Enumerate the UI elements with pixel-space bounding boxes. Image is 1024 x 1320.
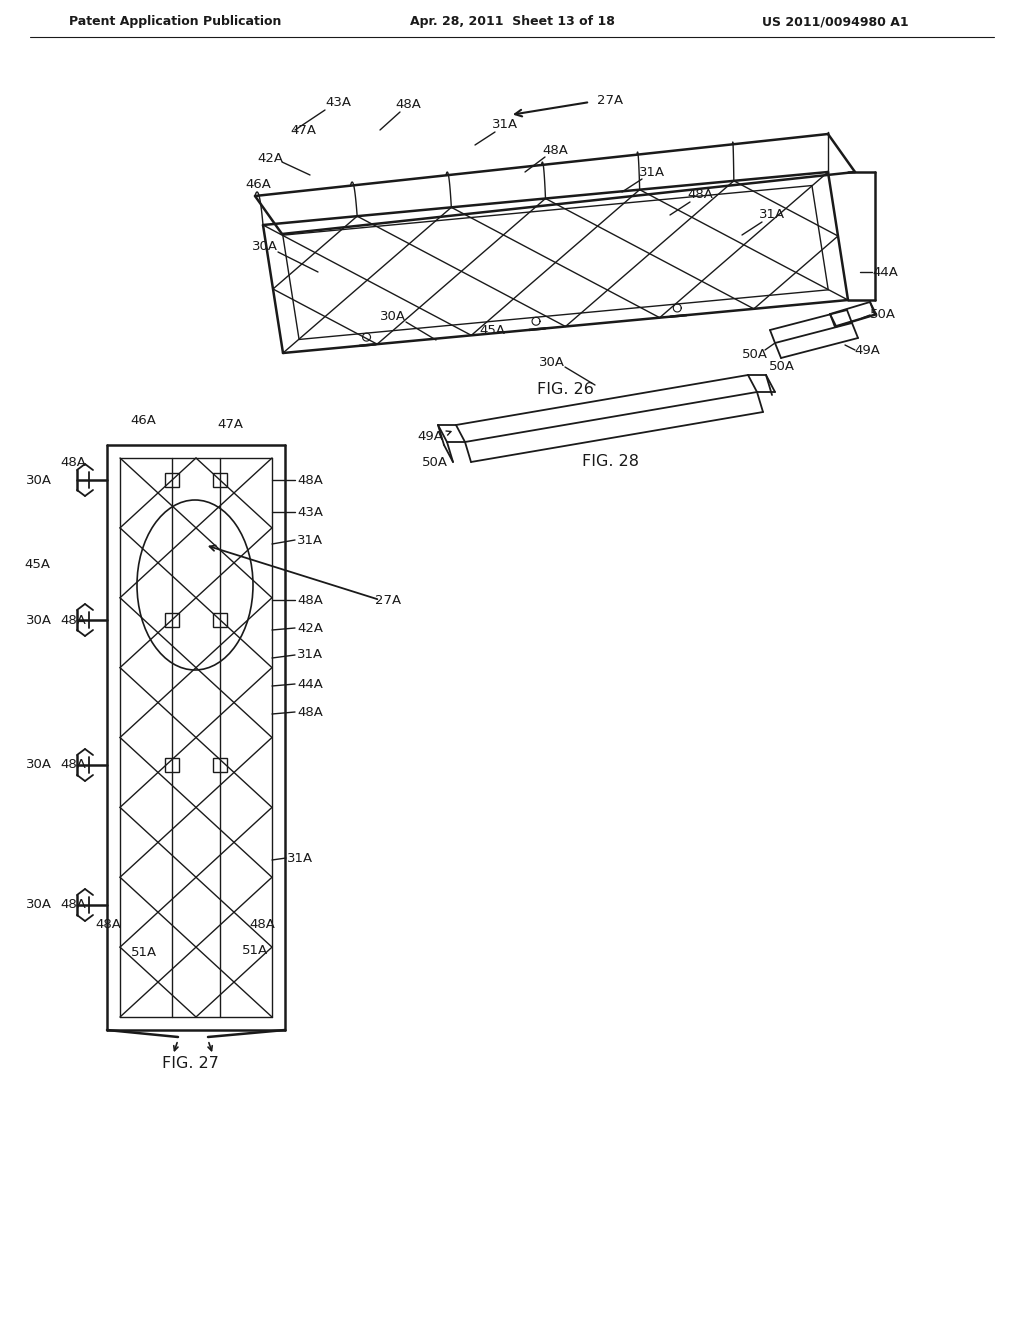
Text: 45A: 45A (24, 558, 50, 572)
FancyBboxPatch shape (165, 612, 179, 627)
Text: 27A: 27A (597, 94, 623, 107)
Text: 30A: 30A (26, 614, 52, 627)
Text: 49A: 49A (854, 343, 880, 356)
Text: 48A: 48A (297, 705, 323, 718)
Text: 48A: 48A (395, 99, 421, 111)
Text: 31A: 31A (297, 648, 323, 661)
Text: 43A: 43A (297, 506, 323, 519)
FancyBboxPatch shape (165, 473, 179, 487)
Text: 51A: 51A (242, 944, 268, 957)
Text: FIG. 26: FIG. 26 (537, 383, 594, 397)
Text: FIG. 28: FIG. 28 (582, 454, 639, 470)
Text: 47A: 47A (290, 124, 316, 136)
Text: 48A: 48A (297, 474, 323, 487)
Text: 42A: 42A (297, 622, 323, 635)
Text: 27A: 27A (375, 594, 401, 606)
Text: 48A: 48A (60, 759, 86, 771)
Text: FIG. 27: FIG. 27 (162, 1056, 218, 1072)
Text: 44A: 44A (297, 677, 323, 690)
Text: 50A: 50A (870, 309, 896, 322)
Text: 31A: 31A (639, 165, 665, 178)
Text: 48A: 48A (249, 919, 274, 932)
Text: 31A: 31A (287, 851, 313, 865)
Text: US 2011/0094980 A1: US 2011/0094980 A1 (762, 16, 908, 29)
Text: 48A: 48A (60, 614, 86, 627)
Text: 30A: 30A (26, 474, 52, 487)
Text: 30A: 30A (26, 759, 52, 771)
Text: 50A: 50A (769, 359, 795, 372)
Text: 48A: 48A (297, 594, 323, 606)
Text: 31A: 31A (759, 209, 785, 222)
FancyBboxPatch shape (213, 473, 227, 487)
Text: 30A: 30A (26, 899, 52, 912)
Text: 48A: 48A (60, 457, 86, 470)
FancyBboxPatch shape (213, 758, 227, 772)
Text: 48A: 48A (687, 189, 713, 202)
Text: 50A: 50A (422, 455, 449, 469)
Text: 48A: 48A (60, 899, 86, 912)
Text: 42A: 42A (257, 152, 283, 165)
Text: 45A: 45A (479, 323, 505, 337)
Text: 30A: 30A (380, 310, 406, 323)
Text: 46A: 46A (130, 413, 156, 426)
Text: 31A: 31A (492, 119, 518, 132)
Text: 48A: 48A (542, 144, 568, 157)
Text: 49A: 49A (417, 429, 443, 442)
FancyBboxPatch shape (213, 612, 227, 627)
Text: 43A: 43A (325, 95, 351, 108)
Text: 48A: 48A (95, 919, 121, 932)
Text: 51A: 51A (131, 945, 157, 958)
Text: 30A: 30A (539, 355, 565, 368)
Text: 50A: 50A (742, 348, 768, 362)
Text: 47A: 47A (217, 418, 243, 432)
Text: 31A: 31A (297, 533, 323, 546)
Text: Apr. 28, 2011  Sheet 13 of 18: Apr. 28, 2011 Sheet 13 of 18 (410, 16, 614, 29)
Text: 30A: 30A (252, 240, 278, 253)
Text: 44A: 44A (872, 265, 898, 279)
FancyBboxPatch shape (165, 758, 179, 772)
Text: Patent Application Publication: Patent Application Publication (69, 16, 282, 29)
Text: 46A: 46A (245, 178, 271, 191)
